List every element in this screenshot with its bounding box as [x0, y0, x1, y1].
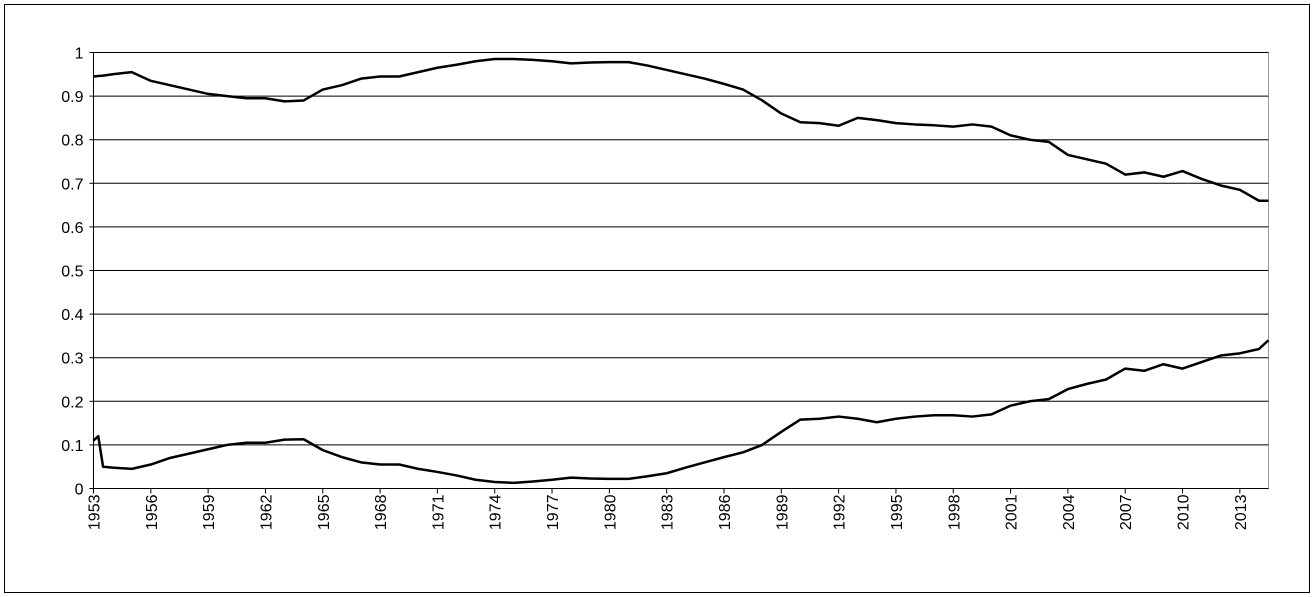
y-tick-label: 0.9: [61, 89, 83, 106]
x-tick-label: 1974: [488, 494, 505, 530]
y-tick-label: 1: [75, 46, 84, 63]
x-tick-label: 1956: [144, 494, 161, 530]
x-tick-label: 1980: [602, 494, 619, 530]
x-tick-label: 1989: [774, 494, 791, 530]
x-tick-label: 1992: [832, 494, 849, 530]
y-tick-label: 0.5: [61, 264, 83, 281]
x-tick-label: 1998: [946, 494, 963, 530]
y-tick-label: 0.8: [61, 133, 83, 150]
x-tick-label: 2013: [1233, 494, 1250, 530]
x-tick-label: 1953: [87, 494, 104, 530]
x-tick-label: 1983: [660, 494, 677, 530]
x-tick-label: 1959: [201, 494, 218, 530]
x-tick-label: 1971: [430, 494, 447, 530]
x-tick-label: 1965: [316, 494, 333, 530]
x-tick-label: 2007: [1118, 494, 1135, 530]
y-tick-label: 0.1: [61, 438, 83, 455]
x-tick-label: 1995: [889, 494, 906, 530]
x-tick-label: 1968: [373, 494, 390, 530]
y-tick-label: 0.3: [61, 351, 83, 368]
x-tick-label: 1977: [545, 494, 562, 530]
y-tick-label: 0.7: [61, 176, 83, 193]
x-tick-label: 1986: [717, 494, 734, 530]
line-series: [93, 57, 1269, 202]
y-tick-label: 0.2: [61, 394, 83, 411]
chart-border: [4, 4, 1310, 593]
y-tick-label: 0.4: [61, 307, 83, 324]
x-tick-label: 1962: [258, 494, 275, 530]
y-tick-label: 0: [75, 482, 84, 499]
y-tick-label: 0.6: [61, 220, 83, 237]
x-tick-label: 2001: [1004, 494, 1021, 530]
line-series: [92, 339, 1270, 485]
x-tick-label: 2010: [1176, 494, 1193, 530]
x-tick-label: 2004: [1061, 494, 1078, 530]
